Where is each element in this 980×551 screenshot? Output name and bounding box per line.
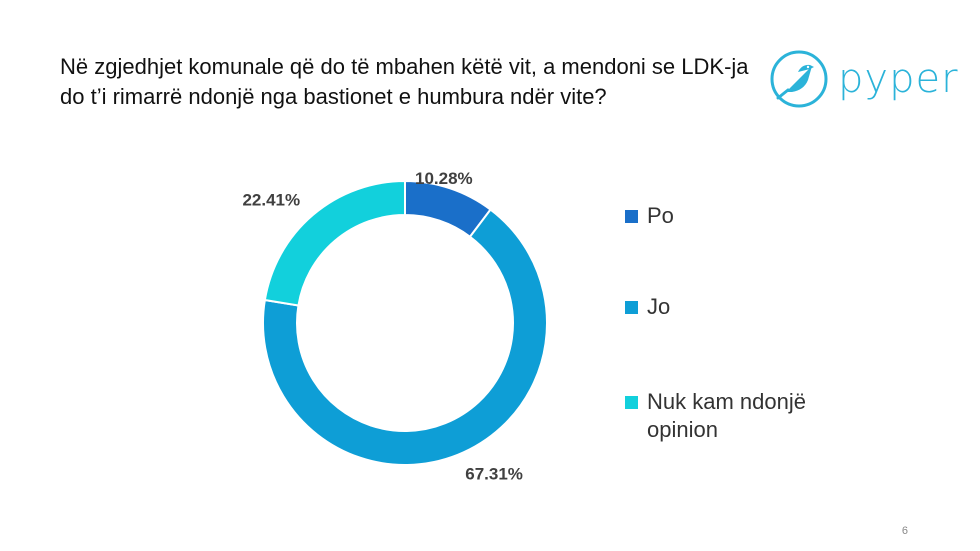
legend-item-po: Po	[625, 202, 857, 230]
page-number: 6	[901, 525, 908, 537]
legend-label-nuk: Nuk kam ndonjë opinion	[647, 389, 806, 442]
legend-swatch-jo	[625, 301, 638, 314]
logo-text: pyper	[838, 56, 959, 102]
legend-label-po: Po	[647, 203, 674, 228]
data-label-jo: 67.31%	[465, 464, 523, 483]
legend-item-jo: Jo	[625, 293, 857, 321]
legend-label-jo: Jo	[647, 294, 671, 319]
chart-title: Në zgjedhjet komunale që do të mbahen kë…	[60, 54, 749, 109]
slice-jo	[262, 208, 548, 466]
pyper-logo: pyper	[768, 44, 968, 114]
bird-icon	[770, 50, 828, 108]
data-label-nuk: 22.41%	[242, 191, 300, 210]
legend-swatch-po	[625, 210, 638, 223]
slice-nuk	[263, 179, 406, 307]
data-label-po: 10.28%	[415, 169, 473, 188]
legend-item-nuk: Nuk kam ndonjë opinion	[625, 388, 857, 444]
legend-swatch-nuk	[625, 396, 638, 409]
